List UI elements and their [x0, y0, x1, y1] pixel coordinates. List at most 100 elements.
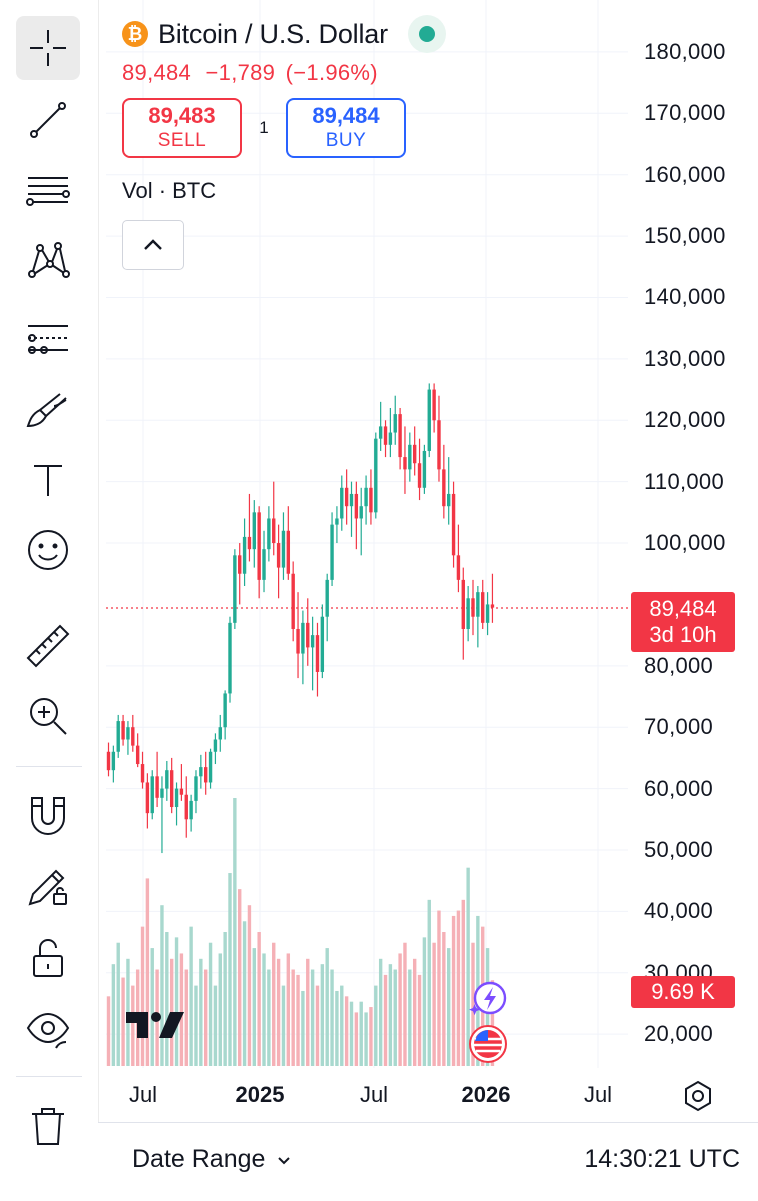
candle-body: [184, 794, 188, 820]
candle: [344, 469, 349, 525]
candle-body: [383, 426, 388, 445]
candle-body: [340, 487, 344, 519]
candle: [442, 444, 446, 519]
candle-body: [276, 543, 281, 568]
candle: [184, 776, 188, 838]
price-scale-tick: 160,000: [644, 161, 726, 187]
volume-bar: [272, 942, 276, 1066]
brush-icon: [26, 393, 67, 428]
crosshair-tool-button[interactable]: [16, 16, 80, 80]
candle-body: [189, 800, 193, 820]
magnet-tool-button[interactable]: [16, 784, 80, 848]
candle-body: [247, 536, 252, 550]
volume-bar: [247, 905, 252, 1066]
collapse-legend-button[interactable]: [122, 220, 184, 270]
candle: [155, 751, 159, 808]
volume-bar: [291, 969, 295, 1066]
brush-tool-button[interactable]: [16, 378, 80, 442]
volume-indicator-legend[interactable]: Vol · BTC: [122, 178, 217, 203]
smiley-icon: [28, 530, 68, 570]
timezone-clock[interactable]: 14:30:21 UTC: [584, 1145, 740, 1173]
candle: [140, 751, 145, 789]
flash-news-icon[interactable]: [468, 980, 508, 1020]
candle: [272, 481, 276, 556]
volume-bar: [432, 942, 436, 1066]
candle-body: [359, 506, 363, 519]
candle: [208, 748, 213, 789]
candle: [325, 573, 329, 642]
candle-body: [427, 389, 431, 451]
candle: [281, 512, 286, 580]
lock-drawings-button[interactable]: [16, 854, 80, 918]
volume-bar: [286, 953, 291, 1066]
candle: [238, 543, 242, 605]
candle-body: [238, 555, 242, 574]
candle: [242, 518, 247, 587]
candle: [301, 610, 305, 685]
volume-bar: [388, 964, 393, 1066]
candle: [169, 757, 174, 814]
candle: [378, 401, 383, 451]
buy-button[interactable]: 89,484 BUY: [286, 98, 406, 158]
candle: [116, 714, 120, 758]
lock-all-button[interactable]: [16, 926, 80, 990]
sell-button[interactable]: 89,483 SELL: [122, 98, 242, 158]
emoji-tool-button[interactable]: [16, 518, 80, 582]
volume-bar: [310, 969, 315, 1066]
volume-bar: [223, 932, 227, 1066]
xabcd-pattern-icon: [28, 242, 70, 278]
volume-bar: [378, 958, 383, 1066]
candle-body: [106, 751, 111, 771]
volume-bar: [131, 985, 135, 1066]
candle-body: [408, 444, 412, 470]
candle: [111, 745, 116, 783]
chart-pane[interactable]: ₿ Bitcoin / U.S. Dollar 89,484 −1,789 (−…: [98, 0, 758, 1120]
volume-bar: [218, 953, 222, 1066]
candle-body: [160, 788, 164, 798]
bitcoin-icon: ₿: [122, 21, 148, 47]
candle-body: [131, 727, 135, 746]
us-flag-event-icon[interactable]: [468, 1024, 508, 1064]
text-tool-button[interactable]: [16, 448, 80, 512]
volume-bar: [184, 969, 188, 1066]
volume-bar: [276, 958, 281, 1066]
volume-bar: [208, 942, 213, 1066]
volume-bar: [199, 958, 203, 1066]
volume-bar: [490, 980, 495, 1066]
candle-body: [116, 721, 120, 752]
market-status-indicator[interactable]: [407, 15, 446, 53]
volume-bar: [422, 937, 427, 1066]
volume-bar: [398, 953, 402, 1066]
volume-bar: [257, 932, 261, 1066]
volume-bar: [408, 969, 412, 1066]
candle-body: [349, 493, 354, 507]
candle-body: [456, 555, 461, 580]
zoom-in-tool-button[interactable]: [16, 684, 80, 748]
hide-drawings-button[interactable]: [16, 996, 80, 1060]
candle: [320, 604, 325, 679]
time-scale-tick: Jul: [128, 1082, 158, 1107]
candle: [291, 561, 295, 642]
long-position-tool-button[interactable]: [16, 304, 80, 368]
price-change-percent: (−1.96%): [285, 60, 378, 85]
volume-bar: [165, 932, 169, 1066]
candlestick-series: [106, 383, 495, 854]
xabcd-pattern-tool-button[interactable]: [16, 228, 80, 292]
remove-drawings-button[interactable]: [16, 1094, 80, 1158]
ruler-tool-button[interactable]: [16, 614, 80, 678]
sell-label: SELL: [157, 130, 207, 151]
price-scale-tick: 110,000: [644, 468, 724, 494]
candle-body: [228, 622, 232, 694]
trend-line-tool-button[interactable]: [16, 88, 80, 152]
chart-settings-icon[interactable]: [680, 1078, 716, 1114]
candle: [364, 475, 368, 525]
volume-bar: [335, 990, 339, 1066]
date-range-button[interactable]: Date Range: [132, 1145, 295, 1174]
candle: [131, 714, 135, 752]
candle: [447, 457, 451, 525]
candle-body: [262, 549, 266, 580]
fib-retracement-tool-button[interactable]: [16, 158, 80, 222]
tradingview-logo-icon[interactable]: [126, 1010, 184, 1040]
candle: [374, 432, 378, 519]
symbol-title[interactable]: Bitcoin / U.S. Dollar: [158, 18, 388, 49]
